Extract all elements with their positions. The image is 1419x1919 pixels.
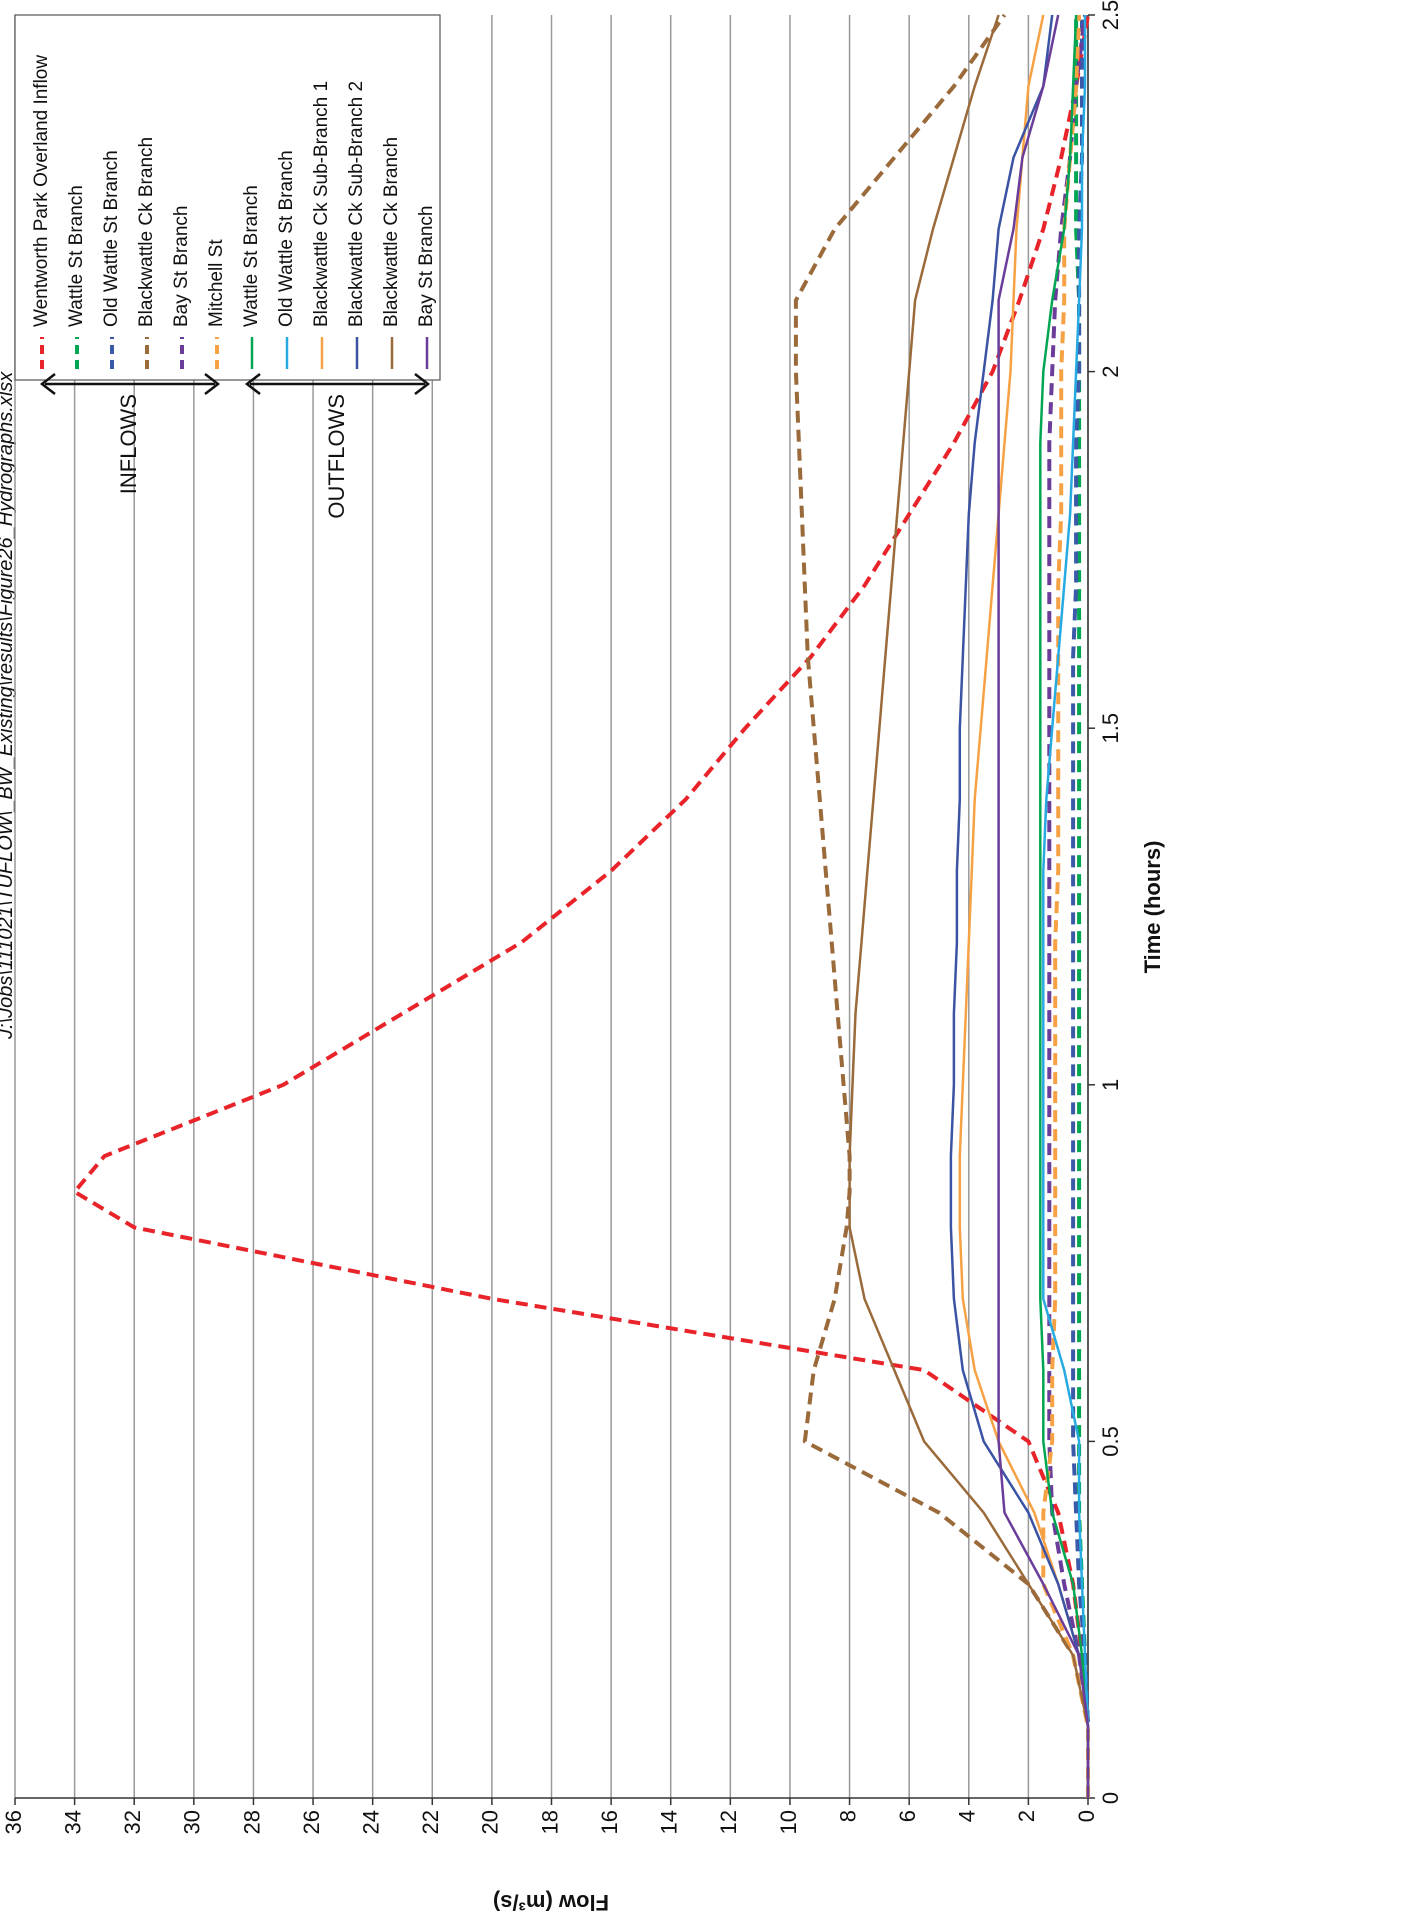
series-line (1042, 15, 1090, 1798)
y-tick-label: 8 (835, 1810, 860, 1822)
legend-label: Blackwattle Ck Sub-Branch 2 (346, 81, 367, 327)
y-tick-label: 30 (180, 1810, 205, 1834)
series-line (1039, 14, 1090, 1798)
y-tick-label: 32 (120, 1810, 145, 1834)
y-tick-label: 28 (239, 1810, 264, 1834)
y-tick-label: 6 (895, 1810, 920, 1822)
series-line (949, 14, 1090, 1798)
y-tick-label: 10 (776, 1810, 801, 1834)
series-line (848, 14, 1090, 1798)
legend-label: Wattle St Branch (66, 185, 87, 327)
inflow-arrowheads (39, 373, 221, 395)
x-tick-label: 0.5 (1098, 1426, 1123, 1457)
legend-label: Blackwattle Ck Branch (136, 137, 157, 327)
rotated-chart: J:\Jobs\111021\TUFLOW\_BW_Existing\resul… (0, 0, 1165, 1915)
x-tick-label: 0 (1098, 1792, 1123, 1804)
y-tick-label: 26 (299, 1810, 324, 1834)
annotation: INFLOWS (116, 394, 141, 494)
legend-label: Blackwattle Ck Branch (381, 137, 402, 327)
legend-label: Bay St Branch (171, 206, 192, 327)
series-line (1041, 14, 1090, 1798)
series-line (1047, 14, 1090, 1798)
legend-label: Old Wattle St Branch (101, 150, 122, 327)
series-line (793, 13, 1090, 1798)
y-tick-label: 12 (716, 1810, 741, 1834)
x-axis-title: Time (hours) (1140, 841, 1165, 974)
y-tick-label: 2 (1014, 1810, 1039, 1822)
y-tick-label: 22 (418, 1810, 443, 1834)
outflow-arrowheads (244, 373, 431, 395)
x-tick-label: 1.5 (1098, 713, 1123, 744)
y-tick-label: 24 (358, 1810, 383, 1834)
legend-label: Mitchell St (206, 239, 227, 327)
legend-label: Bay St Branch (416, 206, 437, 327)
legend-box (14, 14, 441, 381)
y-tick-label: 14 (657, 1810, 682, 1834)
y-tick-label: 34 (60, 1810, 85, 1834)
file-path: J:\Jobs\111021\TUFLOW\_BW_Existing\resul… (0, 371, 17, 1040)
x-tick-label: 2.5 (1098, 0, 1123, 30)
legend-label: Wentworth Park Overland Inflow (31, 55, 52, 327)
legend-label: Old Wattle St Branch (276, 150, 297, 327)
series-line (997, 14, 1090, 1798)
y-axis-title: Flow (m³/s) (493, 1890, 609, 1915)
legend-label: Wattle St Branch (241, 185, 262, 327)
y-tick-label: 0 (1074, 1810, 1099, 1822)
legend-label: Blackwattle Ck Sub-Branch 1 (311, 81, 332, 327)
y-tick-label: 20 (478, 1810, 503, 1834)
annotation: OUTFLOWS (324, 394, 349, 519)
y-tick-label: 18 (537, 1810, 562, 1834)
x-tick-label: 2 (1098, 365, 1123, 377)
y-tick-label: 4 (955, 1810, 980, 1822)
series-line (958, 14, 1090, 1798)
y-tick-label: 16 (597, 1810, 622, 1834)
y-tick-label: 36 (1, 1810, 26, 1834)
x-tick-label: 1 (1098, 1079, 1123, 1091)
